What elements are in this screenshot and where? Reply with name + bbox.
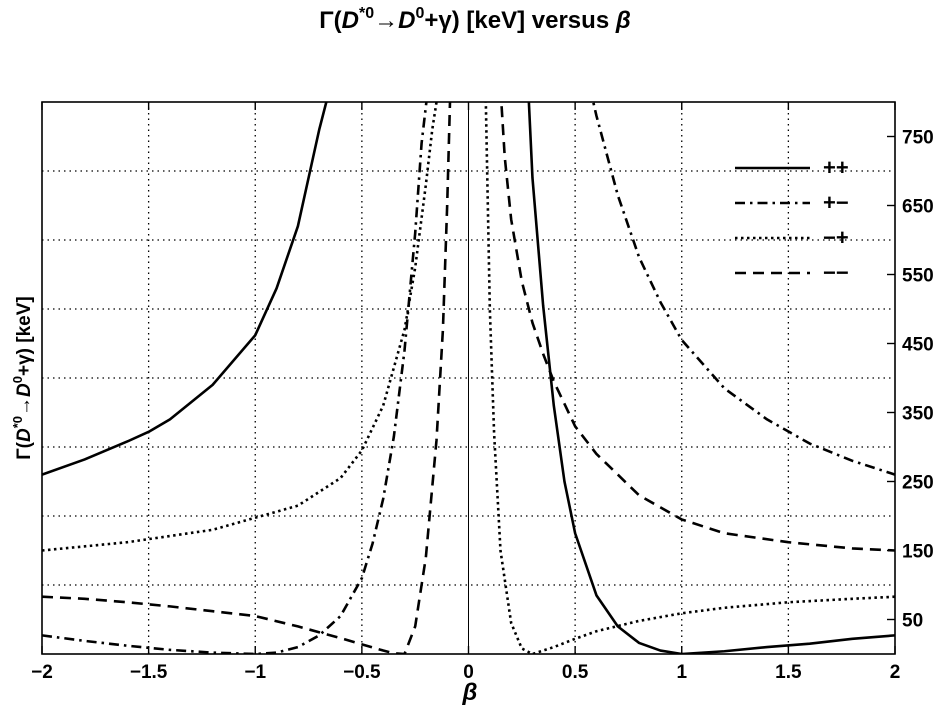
x-tick-label-1: −1.5	[130, 662, 168, 683]
series-line-0	[42, 102, 895, 654]
x-tick-label-5: 0.5	[562, 662, 589, 683]
x-tick-label-3: −0.5	[343, 662, 381, 683]
y-tick-label-1: 150	[902, 542, 934, 563]
x-tick-label-2: −1	[244, 662, 266, 683]
ticks: −2 −1.5 −1 −0.5 0 0.5 1 1.5 25015025035045055065…	[31, 102, 934, 683]
y-tick-label-6: 650	[902, 197, 934, 218]
x-tick-label-8: 2	[890, 662, 901, 683]
x-tick-label-0: −2	[31, 662, 53, 683]
grid	[42, 102, 895, 654]
legend-label-2: −+	[823, 225, 849, 250]
y-tick-label-3: 350	[902, 404, 934, 425]
y-tick-label-7: 750	[902, 128, 934, 149]
y-tick-label-4: 450	[902, 335, 934, 356]
legend-label-1: +−	[823, 190, 849, 215]
series-line-2	[42, 102, 895, 654]
x-tick-label-7: 1.5	[775, 662, 802, 683]
y-axis-title: Γ(D*0→D0+γ) [keV]	[10, 296, 35, 459]
legend: ++ +− −+ −−	[735, 155, 849, 285]
x-tick-label-6: 1	[676, 662, 687, 683]
series-line-1	[42, 102, 895, 654]
x-tick-label-4: 0	[463, 662, 474, 683]
x-axis-title: β	[462, 679, 478, 706]
chart-title: Γ(D*0→D0+γ) [keV] versus β	[319, 5, 631, 34]
y-tick-label-2: 250	[902, 473, 934, 494]
curves	[42, 102, 895, 654]
legend-label-0: ++	[823, 155, 849, 180]
legend-label-3: −−	[823, 260, 849, 285]
y-tick-label-0: 50	[902, 611, 923, 632]
y-tick-label-5: 550	[902, 266, 934, 287]
series-line-3	[42, 102, 895, 654]
